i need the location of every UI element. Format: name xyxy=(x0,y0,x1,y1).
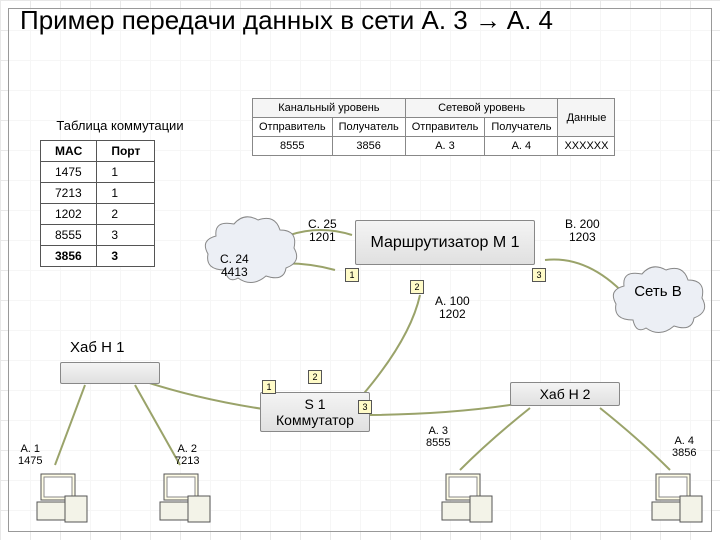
mac-r2p: 1 xyxy=(97,183,155,204)
mac-r3p: 2 xyxy=(97,204,155,225)
group-link: Канальный уровень xyxy=(253,99,406,118)
pc-a1 xyxy=(35,470,89,524)
mac-table: MACПорт 14751 72131 12022 85553 38563 xyxy=(40,140,155,267)
a100mac: 1202 xyxy=(439,307,466,321)
hub1-label: Хаб H 1 xyxy=(70,340,124,357)
a2mac: 7213 xyxy=(175,455,199,467)
h-link-src: Отправитель xyxy=(253,118,333,137)
router-port-2: 2 xyxy=(410,280,424,294)
h-net-dst: Получатель xyxy=(485,118,558,137)
router-port-1: 1 xyxy=(345,268,359,282)
hub1-box xyxy=(60,362,160,384)
a100: A. 100 xyxy=(435,294,470,308)
cloud-b: Сеть B xyxy=(608,260,708,340)
group-data: Данные xyxy=(558,99,615,137)
cloud-c xyxy=(200,210,300,290)
netB-text: Сеть B xyxy=(608,284,708,301)
a1: A. 1 xyxy=(20,443,40,455)
c25mac: 1201 xyxy=(309,230,336,244)
switch-port-3: 3 xyxy=(358,400,372,414)
slide-frame xyxy=(8,8,712,532)
a2: A. 2 xyxy=(177,443,197,455)
mac-r1m: 1475 xyxy=(41,162,97,183)
c25: C. 25 xyxy=(308,217,337,231)
router-box: Маршрутизатор M 1 xyxy=(355,220,535,265)
v-link-src: 8555 xyxy=(253,137,333,156)
mac-r3m: 1202 xyxy=(41,204,97,225)
hub2-box: Хаб H 2 xyxy=(510,382,620,406)
packet-table: Канальный уровень Сетевой уровень Данные… xyxy=(252,98,615,156)
switch-port-2: 2 xyxy=(308,370,322,384)
a3mac: 8555 xyxy=(426,437,450,449)
mac-caption: Таблица коммутации xyxy=(45,118,195,133)
pc-a3 xyxy=(440,470,494,524)
v-data: XXXXXX xyxy=(558,137,615,156)
mac-r1p: 1 xyxy=(97,162,155,183)
b200-label: B. 200 1203 xyxy=(565,218,600,244)
switch-port-1: 1 xyxy=(262,380,276,394)
mac-r2m: 7213 xyxy=(41,183,97,204)
a3-label: A. 3 8555 xyxy=(426,425,450,449)
switch-s1: S 1 xyxy=(304,396,325,412)
v-net-src: A. 3 xyxy=(405,137,485,156)
a100-label: A. 100 1202 xyxy=(435,295,470,321)
title: Пример передачи данных в сети A. 3 → A. … xyxy=(20,5,553,36)
a4-label: A. 4 3856 xyxy=(672,435,696,459)
a1-label: A. 1 1475 xyxy=(18,443,42,467)
mac-r5m: 3856 xyxy=(41,246,97,267)
a2-label: A. 2 7213 xyxy=(175,443,199,467)
a3: A. 3 xyxy=(428,425,448,437)
c25-label: C. 25 1201 xyxy=(308,218,337,244)
pc-a4 xyxy=(650,470,704,524)
mac-h-mac: MAC xyxy=(41,141,97,162)
v-link-dst: 3856 xyxy=(332,137,405,156)
a1mac: 1475 xyxy=(18,455,42,467)
c24: C. 24 xyxy=(220,252,249,266)
pc-a2 xyxy=(158,470,212,524)
router-port-3: 3 xyxy=(532,268,546,282)
h-link-dst: Получатель xyxy=(332,118,405,137)
mac-r5p: 3 xyxy=(97,246,155,267)
mac-r4m: 8555 xyxy=(41,225,97,246)
a4: A. 4 xyxy=(674,435,694,447)
c24-label: C. 24 4413 xyxy=(220,253,249,279)
b200: B. 200 xyxy=(565,217,600,231)
mac-r4p: 3 xyxy=(97,225,155,246)
group-net: Сетевой уровень xyxy=(405,99,558,118)
c24mac: 4413 xyxy=(221,265,248,279)
switch-box: S 1 Коммутатор xyxy=(260,392,370,432)
h-net-src: Отправитель xyxy=(405,118,485,137)
b200mac: 1203 xyxy=(569,230,596,244)
mac-h-port: Порт xyxy=(97,141,155,162)
a4mac: 3856 xyxy=(672,447,696,459)
switch-name: Коммутатор xyxy=(276,412,354,428)
v-net-dst: A. 4 xyxy=(485,137,558,156)
